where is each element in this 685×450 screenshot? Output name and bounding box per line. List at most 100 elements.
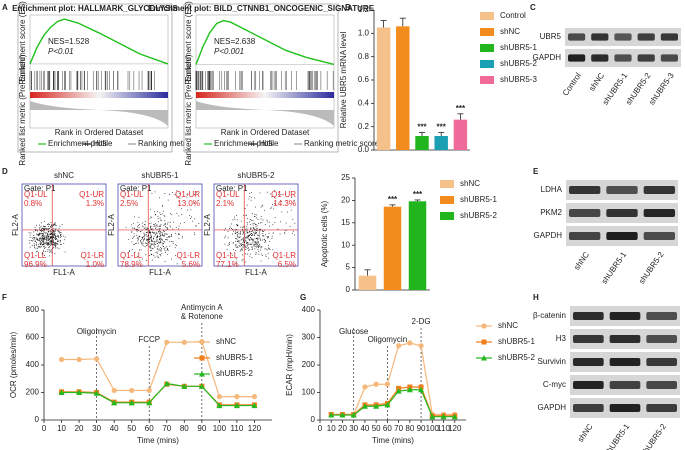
event-dot	[51, 241, 53, 243]
event-dot	[53, 244, 55, 245]
blot-row-label: H3	[556, 334, 567, 343]
event-dot	[154, 240, 156, 242]
event-dot	[260, 253, 262, 255]
event-dot	[40, 238, 42, 240]
event-dot	[60, 233, 62, 235]
event-dot	[257, 247, 259, 248]
blot-row-label: GAPDH	[533, 53, 562, 62]
event-dot	[165, 250, 167, 252]
event-dot	[252, 240, 254, 241]
x-tick-label: 80	[180, 424, 189, 433]
y-tick-label: 0.6	[358, 75, 370, 84]
data-point	[429, 413, 436, 420]
event-dot	[236, 238, 238, 240]
blot-band	[646, 335, 677, 343]
y-axis-label: Enrichment score (ES)	[18, 1, 27, 82]
event-dot	[43, 229, 45, 231]
event-dot	[224, 243, 226, 245]
series-line	[61, 382, 255, 407]
event-dot	[163, 240, 165, 242]
event-dot	[175, 244, 177, 246]
event-dot	[164, 241, 166, 243]
event-dot	[271, 235, 273, 237]
event-dot	[54, 238, 56, 240]
event-dot	[171, 241, 173, 243]
event-dot	[263, 231, 265, 232]
event-dot	[54, 231, 55, 233]
event-dot	[52, 240, 54, 242]
event-dot	[194, 194, 195, 196]
event-dot	[47, 233, 48, 235]
event-dot	[39, 243, 41, 244]
event-dot	[161, 244, 163, 246]
event-dot	[146, 229, 147, 230]
event-dot	[161, 249, 163, 251]
data-point	[128, 399, 135, 406]
event-dot	[246, 229, 248, 231]
event-dot	[160, 249, 162, 251]
event-dot	[243, 240, 244, 241]
event-dot	[253, 227, 254, 229]
event-dot	[245, 214, 247, 216]
event-dot	[55, 242, 57, 244]
event-dot	[258, 251, 260, 252]
event-dot	[165, 229, 167, 231]
significance: ***	[413, 190, 423, 199]
event-dot	[150, 250, 151, 251]
event-dot	[154, 243, 155, 245]
event-dot	[238, 240, 240, 241]
event-dot	[228, 243, 230, 245]
x-tick-label: 100	[213, 424, 227, 433]
event-dot	[33, 237, 35, 238]
event-dot	[160, 241, 162, 243]
event-dot	[254, 243, 255, 245]
event-dot	[265, 256, 267, 257]
event-dot	[51, 238, 53, 240]
event-dot	[133, 243, 135, 245]
event-dot	[45, 237, 47, 239]
event-dot	[254, 216, 255, 217]
event-dot	[241, 226, 243, 228]
event-dot	[235, 232, 237, 234]
event-dot	[289, 226, 291, 227]
event-dot	[254, 241, 256, 242]
event-dot	[178, 215, 180, 217]
event-dot	[275, 203, 276, 205]
event-dot	[29, 242, 31, 244]
event-dot	[58, 228, 60, 229]
event-dot	[37, 246, 39, 248]
event-dot	[172, 192, 174, 193]
event-dot	[158, 242, 160, 244]
data-point	[76, 389, 83, 395]
event-dot	[46, 228, 47, 230]
event-dot	[43, 228, 45, 230]
event-dot	[236, 219, 238, 221]
event-dot	[232, 242, 234, 244]
event-dot	[159, 238, 161, 240]
event-dot	[54, 223, 56, 224]
event-dot	[50, 233, 52, 234]
event-dot	[50, 222, 52, 224]
event-dot	[173, 221, 174, 223]
event-dot	[268, 225, 270, 227]
event-dot	[137, 228, 139, 230]
event-dot	[262, 230, 263, 231]
event-dot	[43, 226, 45, 227]
event-dot	[141, 225, 143, 227]
event-dot	[197, 200, 199, 201]
event-dot	[150, 225, 152, 227]
x-tick-label: 0	[318, 424, 323, 433]
event-dot	[157, 218, 159, 219]
event-dot	[135, 229, 137, 230]
event-dot	[161, 239, 163, 241]
event-dot	[265, 254, 267, 256]
event-dot	[156, 251, 158, 253]
event-dot	[250, 233, 252, 235]
event-dot	[253, 233, 255, 235]
x-axis-label: Rank in Ordered Dataset	[55, 128, 144, 137]
event-dot	[50, 233, 52, 235]
event-dot	[236, 228, 237, 230]
event-dot	[259, 238, 261, 240]
event-dot	[179, 234, 180, 236]
